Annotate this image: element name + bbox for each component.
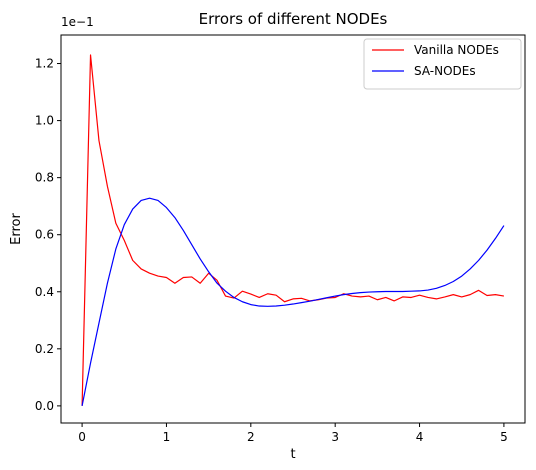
x-tick-label: 5 [500,430,508,444]
y-tick-label: 0.0 [35,399,54,413]
y-tick-label: 1.0 [35,114,54,128]
legend-label: SA-NODEs [414,64,476,78]
y-axis: 0.0 0.2 0.4 0.6 0.8 1.0 1.2 [35,57,61,413]
y-scale-label: 1e−1 [61,15,94,29]
legend-label: Vanilla NODEs [414,43,499,57]
chart-title: Errors of different NODEs [199,10,388,28]
x-axis-label: t [290,447,295,462]
legend: Vanilla NODEs SA-NODEs [363,38,522,90]
legend-box [363,38,522,90]
x-tick-label: 0 [78,430,86,444]
y-tick-label: 0.6 [35,228,54,242]
axes-frame [60,34,526,424]
x-tick-label: 3 [331,430,339,444]
y-tick-label: 0.2 [35,342,54,356]
y-tick-label: 0.8 [35,171,54,185]
x-tick-label: 2 [247,430,255,444]
y-axis-label: Error [9,213,24,245]
series-layer [81,54,505,406]
x-axis: 0 1 2 3 4 5 [78,423,508,444]
x-tick-label: 1 [163,430,171,444]
y-tick-label: 1.2 [35,57,54,71]
y-tick-label: 0.4 [35,285,54,299]
x-tick-label: 4 [416,430,424,444]
